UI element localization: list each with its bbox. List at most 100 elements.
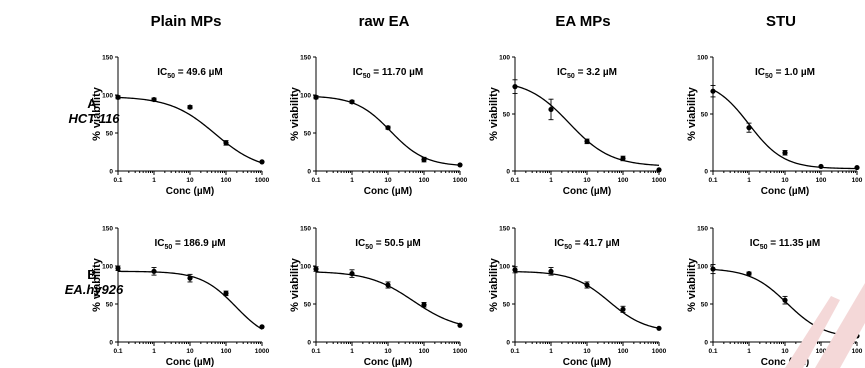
ic50-prefix: IC (157, 67, 167, 78)
ic50-annotation: IC50 = 186.9 µM (154, 238, 225, 251)
x-tick-label: 100 (852, 177, 863, 184)
y-tick-label: 50 (503, 111, 511, 118)
x-tick-label: 0.1 (311, 348, 320, 355)
y-tick-label: 50 (701, 301, 709, 308)
ic50-subscript: 50 (765, 73, 773, 80)
y-tick-label: 150 (300, 225, 311, 232)
y-axis-label: % viability (686, 86, 698, 141)
x-tick-label: 1 (549, 177, 553, 184)
y-tick-label: 0 (704, 339, 708, 346)
ic50-prefix: IC (755, 67, 765, 78)
ic50-subscript: 50 (363, 73, 371, 80)
ic50-annotation: IC50 = 49.6 µM (157, 67, 223, 80)
data-point (854, 164, 860, 171)
y-tick-label: 150 (300, 54, 311, 61)
x-tick-label: 1 (152, 177, 156, 184)
ic50-annotation: IC50 = 1.0 µM (755, 67, 815, 80)
y-tick-label: 0 (704, 168, 708, 175)
x-tick-label: 10 (781, 177, 789, 184)
data-point (259, 324, 265, 330)
x-tick-label: 100 (419, 348, 430, 355)
data-point (512, 267, 518, 273)
x-axis-label: Conc (µM) (563, 186, 612, 197)
data-point (187, 104, 193, 110)
data-point (548, 268, 554, 274)
ic50-subscript: 50 (760, 244, 768, 251)
data-point (620, 155, 626, 162)
y-tick-label: 50 (701, 111, 709, 118)
ic50-prefix: IC (353, 67, 363, 78)
y-tick-label: 50 (304, 130, 312, 137)
row-a-letter: A (87, 96, 97, 111)
x-tick-label: 100 (852, 348, 863, 355)
ic50-annotation: IC50 = 3.2 µM (557, 67, 617, 80)
data-point (259, 159, 265, 165)
x-tick-label: 10 (583, 177, 591, 184)
x-axis-label: Conc (µM) (761, 186, 810, 197)
data-point (457, 162, 463, 168)
x-tick-label: 10 (384, 177, 392, 184)
y-axis-label: % viability (91, 86, 103, 141)
data-point (710, 88, 716, 94)
chart-title: raw EA (359, 13, 410, 30)
ic50-annotation: IC50 = 41.7 µM (554, 238, 620, 251)
ic50-prefix: IC (750, 238, 760, 249)
y-tick-label: 100 (102, 263, 113, 270)
x-tick-label: 1000 (453, 348, 468, 355)
x-axis-label: Conc (µM) (166, 186, 215, 197)
data-point (512, 84, 518, 90)
y-tick-label: 150 (697, 225, 708, 232)
chart-panel-b2: 0 50 100 150 0.1 1 10 100 1000 Conc (µM) % viabili… (289, 225, 468, 368)
x-tick-label: 10 (384, 348, 392, 355)
data-point (223, 290, 229, 296)
ic50-prefix: IC (154, 238, 164, 249)
x-tick-label: 1000 (652, 348, 667, 355)
ic50-value: = 1.0 µM (773, 67, 815, 78)
data-point (313, 94, 319, 100)
x-tick-label: 0.1 (311, 177, 320, 184)
x-tick-label: 100 (221, 177, 232, 184)
ic50-annotation: IC50 = 50.5 µM (355, 238, 421, 251)
x-tick-label: 1 (747, 177, 751, 184)
row-labels: A HCT 116 B EA.hy926 (65, 96, 124, 297)
ic50-subscript: 50 (365, 244, 373, 251)
y-tick-label: 100 (697, 263, 708, 270)
x-tick-label: 1000 (652, 177, 667, 184)
x-axis-label: Conc (µM) (364, 357, 413, 368)
x-tick-label: 100 (618, 177, 629, 184)
y-tick-label: 150 (102, 54, 113, 61)
data-point (151, 96, 157, 103)
x-tick-label: 0.1 (510, 348, 519, 355)
y-tick-label: 50 (304, 301, 312, 308)
ic50-annotation: IC50 = 11.70 µM (353, 67, 424, 80)
chart-panel-a2: raw EA 0 50 100 150 0.1 1 10 100 1000 Conc (µM) % v… (289, 13, 468, 197)
x-tick-label: 10 (781, 348, 789, 355)
data-point (584, 138, 590, 144)
x-tick-label: 1 (152, 348, 156, 355)
y-tick-label: 100 (499, 54, 510, 61)
ic50-value: = 50.5 µM (373, 238, 421, 249)
chart-title: EA MPs (555, 13, 610, 30)
row-a-name: HCT 116 (68, 111, 120, 126)
chart-panel-a4: STU 0 50 100 0.1 1 10 100 100 Conc (µM) % viabilit… (686, 13, 863, 197)
y-tick-label: 0 (307, 339, 311, 346)
y-tick-label: 150 (499, 225, 510, 232)
data-point (151, 268, 157, 274)
data-point (548, 106, 554, 113)
ic50-value: = 3.2 µM (575, 67, 617, 78)
data-point (782, 297, 788, 303)
data-point (115, 265, 121, 271)
y-tick-label: 50 (503, 301, 511, 308)
data-point (818, 163, 824, 170)
data-point (457, 322, 463, 328)
x-tick-label: 1 (350, 177, 354, 184)
data-point (385, 125, 391, 131)
x-tick-label: 100 (618, 348, 629, 355)
x-axis-label: Conc (µM) (364, 186, 413, 197)
fit-curve (514, 85, 660, 166)
ic50-subscript: 50 (567, 73, 575, 80)
x-tick-label: 0.1 (510, 177, 519, 184)
x-tick-label: 1 (747, 348, 751, 355)
